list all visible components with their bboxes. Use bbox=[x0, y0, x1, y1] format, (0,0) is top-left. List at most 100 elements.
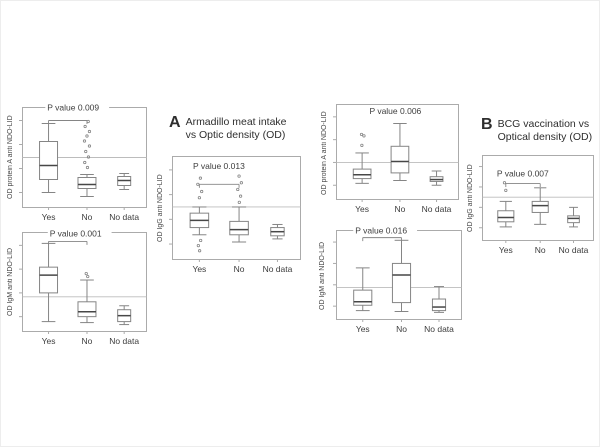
iqr-box bbox=[391, 262, 412, 304]
boxplot-panel-igm-bcg: P value 0.016 Yes No No data bbox=[332, 222, 463, 336]
outlier-point bbox=[236, 187, 240, 192]
box-group-no bbox=[77, 119, 97, 197]
outlier-point bbox=[84, 149, 88, 154]
outlier-point bbox=[237, 200, 241, 204]
p-value-label: P value 0.013 bbox=[193, 161, 245, 171]
outlier-point bbox=[84, 271, 88, 276]
outlier-point bbox=[83, 160, 87, 165]
outlier-point bbox=[502, 181, 507, 185]
iqr-box bbox=[229, 220, 249, 236]
box-group-no bbox=[531, 187, 549, 225]
significance-bracket bbox=[198, 183, 240, 188]
iqr-box bbox=[77, 301, 97, 318]
category-label: No bbox=[396, 324, 407, 334]
p-value-label: P value 0.001 bbox=[50, 228, 102, 238]
box-group-yes bbox=[497, 181, 515, 228]
section-b-letter: B bbox=[481, 116, 493, 133]
iqr-box bbox=[567, 215, 580, 224]
category-label: No data bbox=[263, 264, 293, 274]
boxplot-panel-igm-armadillo: P value 0.001 Yes No No data bbox=[18, 224, 148, 348]
iqr-box bbox=[497, 210, 515, 223]
box-group-no-data bbox=[117, 305, 132, 326]
box-group-no-data bbox=[270, 223, 285, 240]
significance-bracket bbox=[505, 183, 541, 188]
section-a-title: A Armadillo meat intake vs Optic density… bbox=[169, 114, 287, 142]
outlier-point bbox=[87, 144, 92, 148]
box-group-no bbox=[229, 174, 249, 243]
boxplot-panel-proteinA-bcg: P value 0.006 Yes No No data bbox=[332, 96, 460, 216]
category-label: No bbox=[234, 264, 245, 274]
boxplot-panel-igg-bcg: P value 0.007 Yes No No data bbox=[478, 147, 595, 257]
boxplot-svg: P value 0.007 Yes No No data bbox=[479, 155, 594, 255]
section-b-title: B BCG vaccination vs Optical density (OD… bbox=[481, 116, 593, 144]
panel-border bbox=[482, 155, 594, 241]
section-b-line1: BCG vaccination vs bbox=[497, 118, 590, 130]
category-label: No bbox=[82, 336, 93, 346]
category-label: Yes bbox=[192, 264, 206, 274]
category-label: Yes bbox=[356, 324, 370, 334]
outlier-point bbox=[362, 134, 366, 138]
outlier-point bbox=[504, 188, 508, 192]
iqr-box bbox=[39, 266, 59, 294]
outlier-point bbox=[359, 132, 364, 137]
outlier-point bbox=[239, 181, 243, 185]
outlier-point bbox=[198, 176, 203, 180]
panel-border bbox=[172, 156, 301, 260]
category-label: Yes bbox=[42, 336, 56, 346]
section-a-line1: Armadillo meat intake bbox=[185, 116, 287, 128]
significance-bracket bbox=[48, 240, 88, 245]
box-group-no bbox=[390, 123, 410, 181]
box-group-no-data bbox=[429, 170, 444, 186]
iqr-box bbox=[531, 200, 549, 213]
category-label: Yes bbox=[42, 212, 56, 222]
category-label: No data bbox=[422, 204, 452, 214]
category-label: No bbox=[535, 245, 546, 255]
p-value-backing bbox=[47, 228, 112, 239]
p-value-backing bbox=[45, 102, 110, 113]
outlier-point bbox=[237, 174, 241, 178]
category-label: No bbox=[395, 204, 406, 214]
y-axis-label-igm-left: OD IgM anti NDO-LID bbox=[7, 247, 14, 317]
y-axis-label-igg-right: OD IgG anti NDO-LID bbox=[467, 164, 474, 232]
outlier-point bbox=[83, 124, 87, 129]
p-value-label: P value 0.007 bbox=[497, 168, 549, 178]
outlier-point bbox=[199, 238, 203, 243]
significance-bracket bbox=[48, 120, 88, 124]
box-group-no-data bbox=[567, 206, 580, 228]
outlier-point bbox=[238, 194, 243, 198]
outlier-point bbox=[82, 139, 87, 143]
p-value-backing bbox=[367, 106, 432, 117]
panel-border bbox=[336, 104, 459, 200]
box-group-no bbox=[77, 271, 97, 324]
category-label: No data bbox=[109, 336, 139, 346]
significance-bracket bbox=[362, 237, 402, 242]
p-value-label: P value 0.006 bbox=[369, 106, 421, 116]
outlier-point bbox=[86, 155, 91, 159]
box-group-yes bbox=[189, 176, 210, 253]
p-value-backing bbox=[494, 168, 559, 179]
y-axis-label-igm-right: OD IgM anti NDO-LID bbox=[319, 241, 326, 311]
p-value-label: P value 0.016 bbox=[355, 226, 407, 236]
section-a-line2: vs Optic density (OD) bbox=[185, 129, 286, 141]
outlier-point bbox=[85, 165, 90, 170]
outlier-point bbox=[360, 143, 364, 147]
box-group-no bbox=[391, 239, 412, 312]
box-group-yes bbox=[39, 123, 59, 193]
category-label: Yes bbox=[499, 245, 513, 255]
boxplot-panel-igg-armadillo: P value 0.013 Yes No No data bbox=[168, 148, 302, 276]
p-value-label: P value 0.009 bbox=[47, 103, 99, 113]
outlier-point bbox=[198, 249, 202, 253]
section-a-letter: A bbox=[169, 114, 181, 131]
category-label: Yes bbox=[355, 204, 369, 214]
outlier-point bbox=[87, 129, 92, 134]
section-b-line2: Optical density (OD) bbox=[497, 131, 593, 143]
y-axis-label-igg-middle: OD IgG anti NDO-LID bbox=[157, 174, 164, 242]
box-group-no-data bbox=[117, 173, 132, 190]
iqr-box bbox=[431, 298, 447, 312]
outlier-point bbox=[196, 182, 200, 186]
outlier-point bbox=[200, 189, 204, 194]
iqr-box bbox=[77, 177, 97, 189]
y-axis-label-proteinA-right: OD protein A anti NDO-LID bbox=[321, 111, 328, 195]
category-label: No data bbox=[424, 324, 454, 334]
